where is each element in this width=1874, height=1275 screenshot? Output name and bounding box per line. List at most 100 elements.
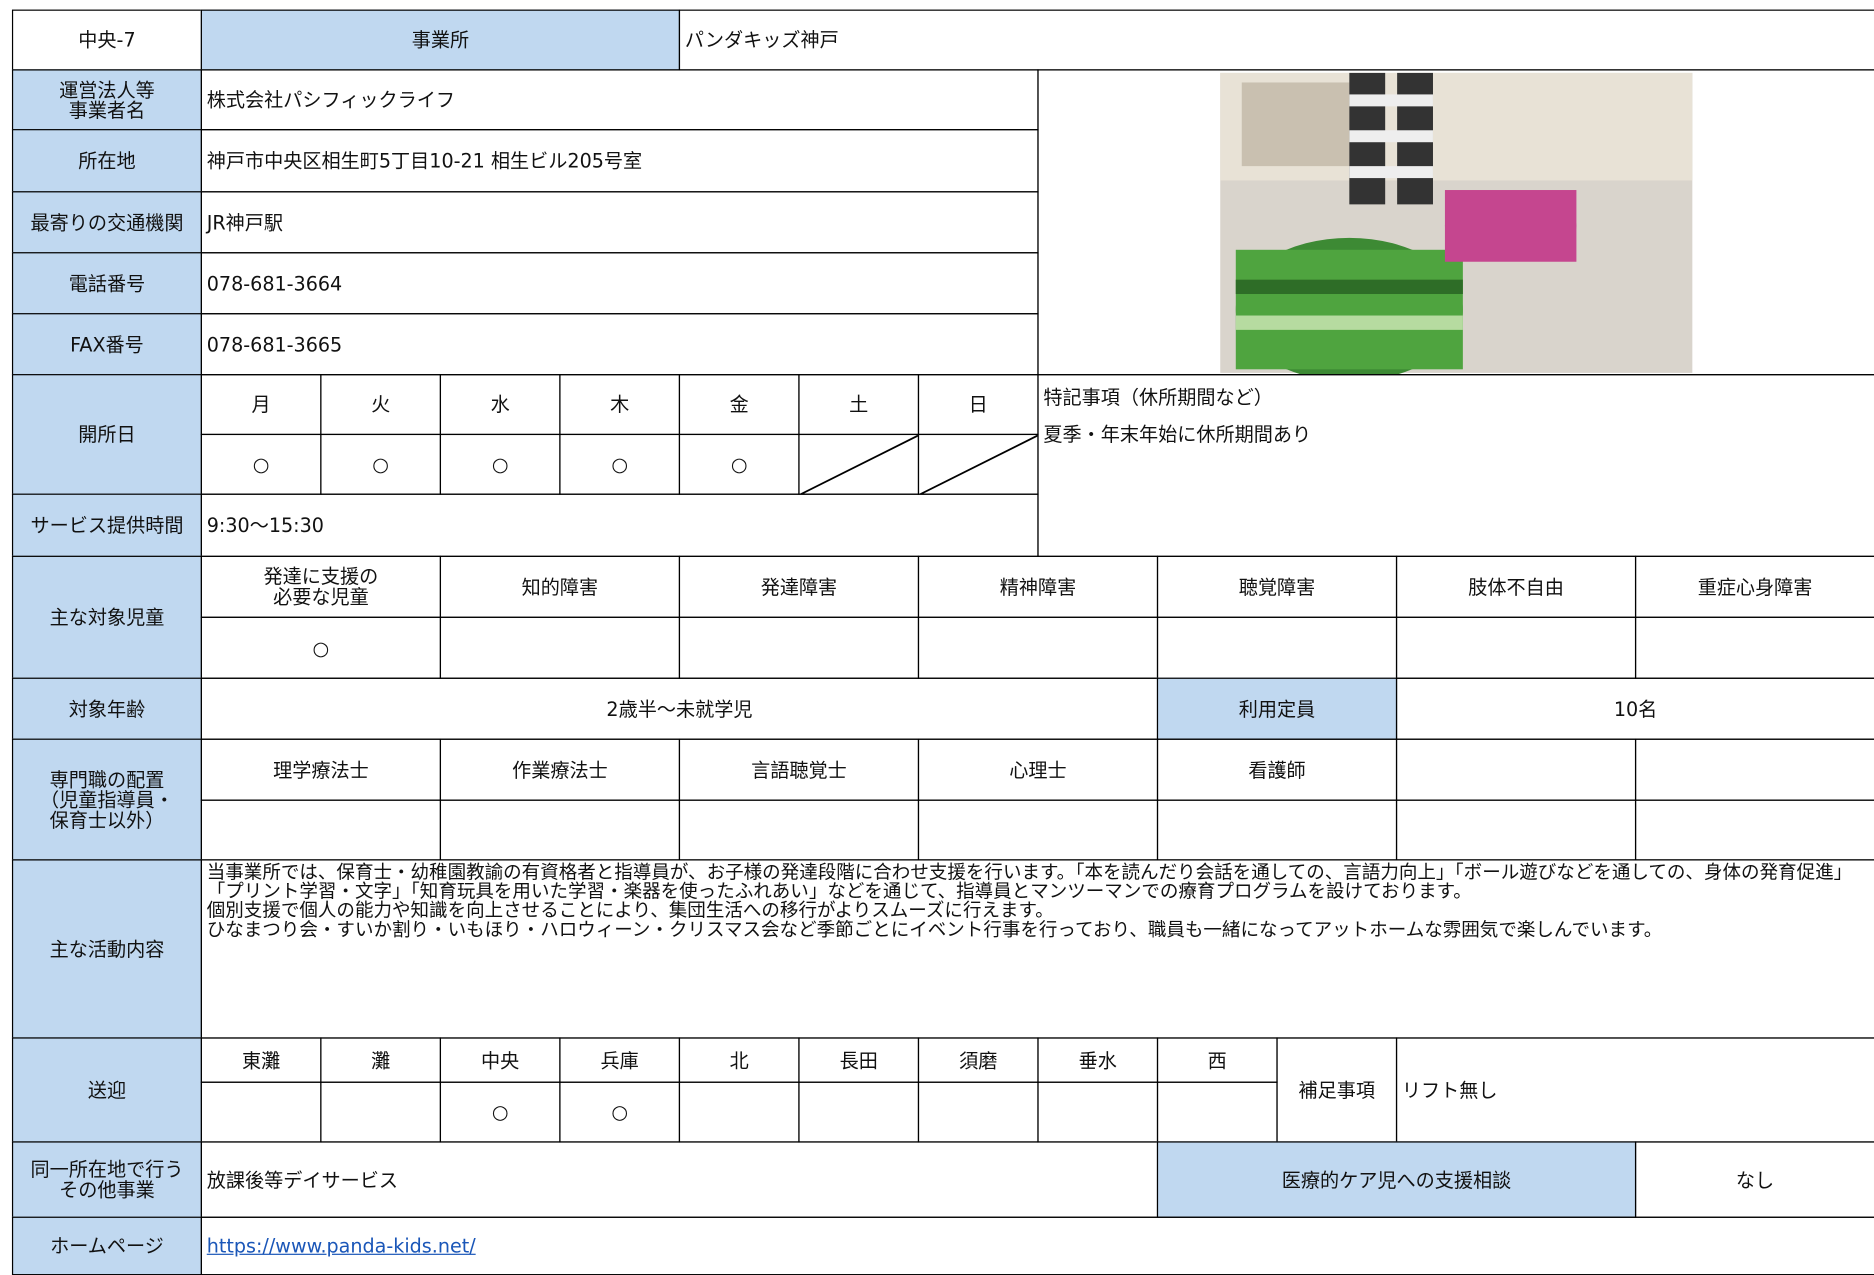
- day-header: 水: [439, 374, 561, 436]
- facility-name: パンダキッズ神戸: [678, 9, 1874, 71]
- staff-mark: [1634, 799, 1874, 861]
- staff-header: 作業療法士: [439, 738, 681, 801]
- staff-mark: [678, 799, 920, 861]
- row-label: 運営法人等 事業者名: [11, 69, 202, 131]
- staff-header: 言語聴覚士: [678, 738, 920, 801]
- row-value: 078-681-3664: [200, 252, 1039, 315]
- care-value: なし: [1634, 1141, 1874, 1218]
- row-label: FAX番号: [11, 313, 202, 376]
- notes: 特記事項（休所期間など） 夏季・年末年始に休所期間あり: [1037, 374, 1874, 557]
- slash: [799, 435, 918, 494]
- staff-header: [1395, 738, 1637, 801]
- area-mark: ○: [439, 1081, 561, 1143]
- row-label: 対象年齢: [11, 677, 202, 740]
- area-mark: [917, 1081, 1039, 1143]
- staff-mark: [1395, 799, 1637, 861]
- capacity-value: 10名: [1395, 677, 1874, 740]
- area-mark: ○: [559, 1081, 681, 1143]
- target-header: 精神障害: [917, 555, 1159, 618]
- target-header: 発達障害: [678, 555, 920, 618]
- note-value: リフト無し: [1395, 1037, 1874, 1143]
- staff-header: 看護師: [1156, 738, 1398, 801]
- row-label: 所在地: [11, 129, 202, 193]
- area-mark: [320, 1081, 442, 1143]
- area-header: 東灘: [200, 1037, 322, 1083]
- row-label: 主な活動内容: [11, 859, 202, 1039]
- row-value: JR神戸駅: [200, 191, 1039, 254]
- staff-header: [1634, 738, 1874, 801]
- staff-mark: [917, 799, 1159, 861]
- area-mark: [1037, 1081, 1159, 1143]
- row-value: 株式会社パシフィックライフ: [200, 69, 1039, 131]
- row-label: 送迎: [11, 1037, 202, 1143]
- target-mark: [1634, 616, 1874, 679]
- area-header: 北: [678, 1037, 800, 1083]
- row-label: 電話番号: [11, 252, 202, 315]
- area-header: 兵庫: [559, 1037, 681, 1083]
- photo: [1220, 72, 1693, 375]
- area-header: 長田: [798, 1037, 920, 1083]
- target-mark: ○: [200, 616, 442, 679]
- day-mark: ○: [439, 433, 561, 495]
- area-mark: [200, 1081, 322, 1143]
- target-mark: [678, 616, 920, 679]
- day-header: 月: [200, 374, 322, 436]
- row-label: 開所日: [11, 374, 202, 495]
- area-header: 中央: [439, 1037, 561, 1083]
- homepage-link[interactable]: https://www.panda-kids.net/: [206, 1234, 476, 1258]
- staff-mark: [200, 799, 442, 861]
- capacity-label: 利用定員: [1156, 677, 1398, 740]
- row-label: ホームページ: [11, 1216, 202, 1275]
- day-mark: ○: [559, 433, 681, 495]
- day-mark: [798, 433, 920, 495]
- day-header: 金: [678, 374, 800, 436]
- staff-header: 理学療法士: [200, 738, 442, 801]
- row-value: 神戸市中央区相生町5丁目10-21 相生ビル205号室: [200, 129, 1039, 193]
- area-header: 垂水: [1037, 1037, 1159, 1083]
- target-header: 重症心身障害: [1634, 555, 1874, 618]
- day-mark: ○: [320, 433, 442, 495]
- homepage-cell: https://www.panda-kids.net/: [200, 1216, 1874, 1275]
- row-label: サービス提供時間: [11, 493, 202, 557]
- target-header: 発達に支援の 必要な児童: [200, 555, 442, 618]
- area-header: 須磨: [917, 1037, 1039, 1083]
- day-header: 火: [320, 374, 442, 436]
- slash: [919, 435, 1038, 494]
- row-value: 078-681-3665: [200, 313, 1039, 376]
- row-label: 主な対象児童: [11, 555, 202, 679]
- target-mark: [917, 616, 1159, 679]
- area-mark: [798, 1081, 920, 1143]
- activities-text: 当事業所では、保育士・幼稚園教諭の有資格者と指導員が、お子様の発達段階に合わせ支…: [200, 859, 1874, 1039]
- day-mark: ○: [678, 433, 800, 495]
- note-label: 補足事項: [1276, 1037, 1398, 1143]
- row-label: 同一所在地で行う その他事業: [11, 1141, 202, 1218]
- staff-mark: [439, 799, 681, 861]
- header-label: 事業所: [200, 9, 681, 71]
- target-mark: [1156, 616, 1398, 679]
- area-header: 灘: [320, 1037, 442, 1083]
- notes-title: 特記事項（休所期間など）: [1043, 386, 1273, 409]
- staff-mark: [1156, 799, 1398, 861]
- row-value: 放課後等デイサービス: [200, 1141, 1159, 1218]
- day-mark: [917, 433, 1039, 495]
- day-header: 日: [917, 374, 1039, 436]
- target-header: 知的障害: [439, 555, 681, 618]
- area-mark: [678, 1081, 800, 1143]
- facility-id: 中央-7: [11, 9, 202, 71]
- day-header: 木: [559, 374, 681, 436]
- care-label: 医療的ケア児への支援相談: [1156, 1141, 1637, 1218]
- notes-text: 夏季・年末年始に休所期間あり: [1043, 423, 1312, 446]
- row-label: 専門職の配置 （児童指導員・ 保育士以外）: [11, 738, 202, 861]
- day-header: 土: [798, 374, 920, 436]
- row-label: 最寄りの交通機関: [11, 191, 202, 254]
- day-mark: ○: [200, 433, 322, 495]
- area-mark: [1156, 1081, 1278, 1143]
- age-value: 2歳半〜未就学児: [200, 677, 1159, 740]
- target-mark: [1395, 616, 1637, 679]
- staff-header: 心理士: [917, 738, 1159, 801]
- row-value: 9:30〜15:30: [200, 493, 1039, 557]
- photo-cell: [1037, 69, 1874, 376]
- target-header: 聴覚障害: [1156, 555, 1398, 618]
